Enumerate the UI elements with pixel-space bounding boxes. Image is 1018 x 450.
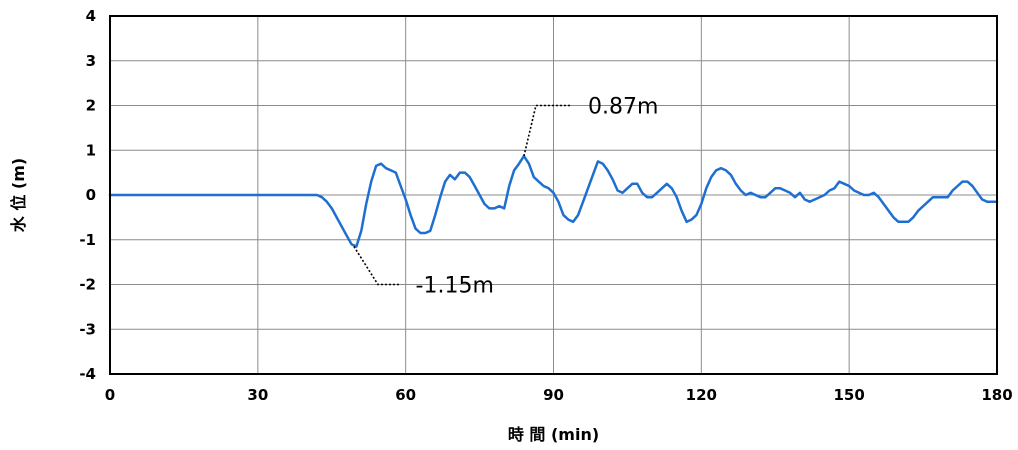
y-tick-label: 4 [86,7,96,25]
annotation-label: -1.15m [416,274,494,299]
y-axis-title: 水 位 (m) [9,158,28,232]
plot-frame [109,15,998,375]
y-tick-label: -2 [79,276,96,294]
y-tick-label: 3 [86,52,96,70]
x-tick-label: 180 [981,386,1012,404]
y-tick-label: 1 [86,141,96,159]
water-level-series-line [108,154,999,248]
x-tick-label: 120 [686,386,717,404]
x-tick-label: 30 [247,386,268,404]
y-tick-label: -4 [79,365,96,383]
y-tick-label: -3 [79,320,96,338]
tick-labels: 0 30 60 90 120 150 180 4 3 2 1 0 -1 -2 -3 -4 [79,7,1012,404]
annotations: 0.87m -1.15m [353,95,658,299]
annotation-leader-line [523,104,572,157]
series-layer [108,154,999,248]
x-tick-label: 60 [395,386,416,404]
annotation-label: 0.87m [588,95,658,120]
x-tick-label: 0 [105,386,115,404]
x-tick-label: 90 [543,386,564,404]
x-axis-title: 時 間 (min) [508,425,599,444]
annotation-leader-line [353,246,400,286]
y-tick-label: 2 [86,97,96,115]
x-tick-label: 150 [834,386,865,404]
y-tick-label: 0 [86,186,96,204]
y-tick-label: -1 [79,231,96,249]
